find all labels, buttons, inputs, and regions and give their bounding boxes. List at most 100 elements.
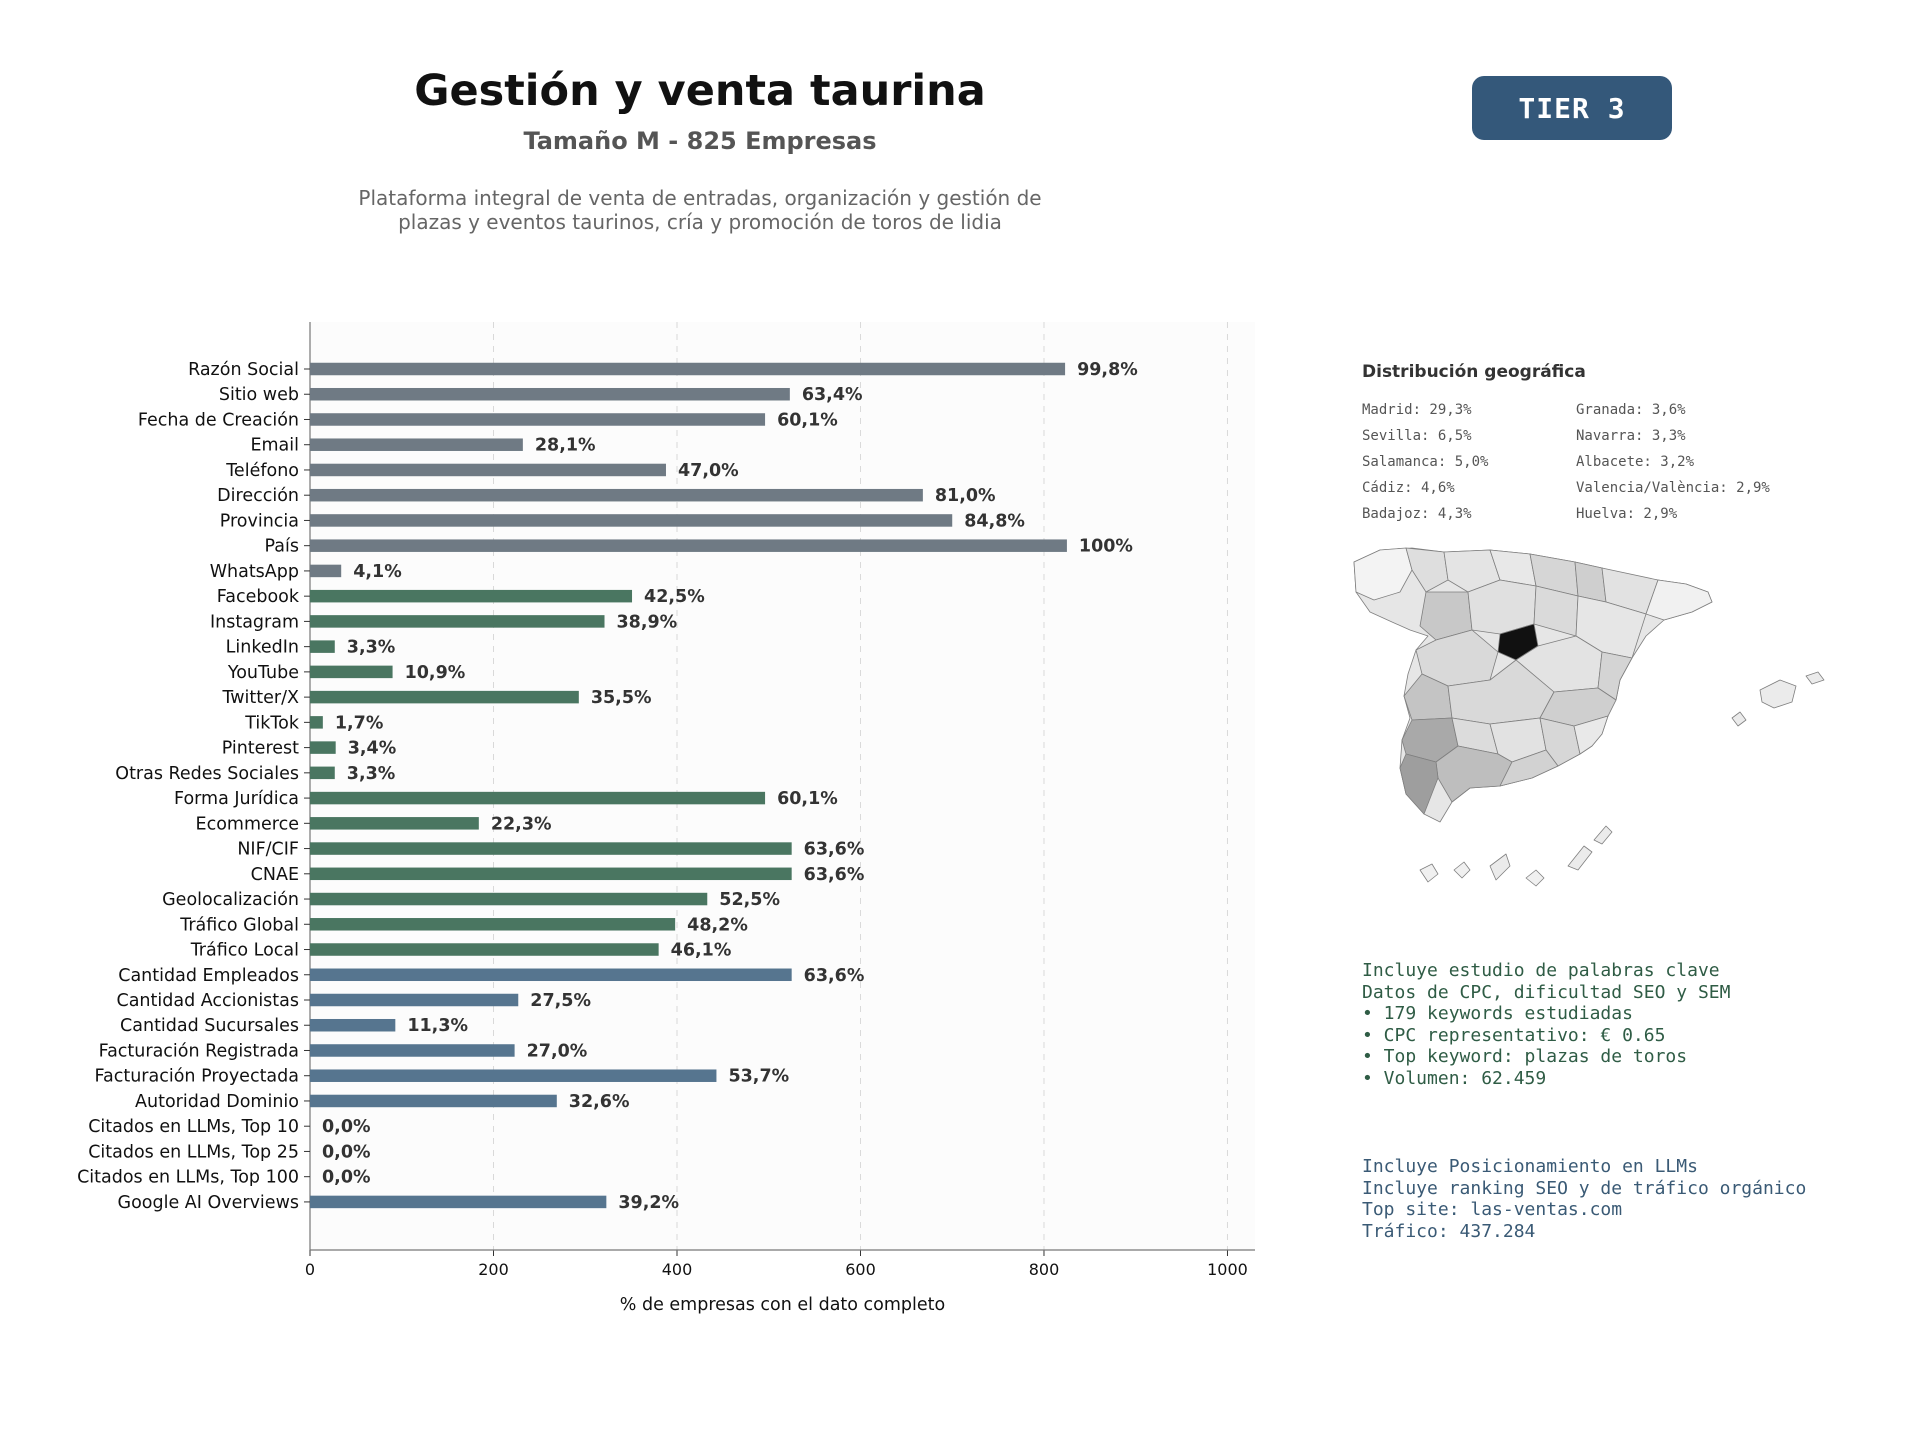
llm-info-line: Top site: las-ventas.com [1362, 1199, 1623, 1220]
category-label: Citados en LLMs, Top 25 [88, 1142, 299, 1162]
bar-value-label: 11,3% [407, 1016, 468, 1036]
bar-value-label: 22,3% [491, 814, 552, 834]
geo-item: Sevilla: 6,5% [1362, 428, 1472, 444]
bar-value-label: 4,1% [353, 562, 402, 582]
bar-value-label: 60,1% [777, 789, 838, 809]
category-label: Facturación Registrada [99, 1041, 299, 1061]
geo-item: Navarra: 3,3% [1576, 428, 1686, 444]
bar-value-label: 3,3% [347, 764, 396, 784]
geo-item: Huelva: 2,9% [1576, 506, 1678, 522]
bar [310, 817, 479, 830]
keywords-info-line: • 179 keywords estudiadas [1362, 1003, 1633, 1024]
category-label: Tráfico Global [179, 915, 299, 935]
bar-value-label: 63,6% [804, 966, 865, 986]
geo-distribution-title: Distribución geográfica [1362, 362, 1586, 382]
bar-value-label: 81,0% [935, 486, 996, 506]
category-label: NIF/CIF [237, 840, 299, 860]
page-description: Plataforma integral de venta de entradas… [300, 186, 1100, 234]
bar [310, 716, 323, 729]
category-label: Razón Social [188, 360, 299, 380]
bar [310, 690, 579, 704]
bar-value-label: 46,1% [671, 941, 732, 961]
category-label: Pinterest [222, 739, 299, 759]
bar-value-label: 1,7% [335, 713, 384, 733]
category-label: Forma Jurídica [174, 789, 299, 809]
bar [310, 413, 766, 426]
bar [310, 539, 1067, 552]
bar [310, 488, 923, 502]
plot-area [310, 322, 1255, 1250]
bar-value-label: 53,7% [728, 1067, 789, 1087]
bar-value-label: 0,0% [322, 1142, 371, 1162]
x-tick-label: 200 [478, 1260, 509, 1279]
bar [310, 362, 1066, 376]
x-axis-label: % de empresas con el dato completo [620, 1295, 945, 1315]
category-label: WhatsApp [210, 562, 299, 582]
bar [310, 1018, 396, 1032]
bar [310, 463, 666, 477]
geo-item: Valencia/València: 2,9% [1576, 480, 1770, 496]
category-label: Cantidad Sucursales [120, 1016, 299, 1036]
geo-item: Granada: 3,6% [1576, 402, 1686, 418]
geo-item: Salamanca: 5,0% [1362, 454, 1489, 470]
category-label: Google AI Overviews [118, 1193, 299, 1213]
description-line: plazas y eventos taurinos, cría y promoc… [398, 210, 1002, 234]
category-label: Geolocalización [162, 890, 299, 910]
bar-value-label: 52,5% [719, 890, 780, 910]
geo-item: Badajoz: 4,3% [1362, 506, 1472, 522]
geo-item: Madrid: 29,3% [1362, 402, 1472, 418]
page-title: Gestión y venta taurina [414, 66, 986, 116]
x-tick-label: 1000 [1207, 1260, 1248, 1279]
x-tick-label: 800 [1029, 1260, 1060, 1279]
llm-info-line: Incluye ranking SEO y de tráfico orgánic… [1362, 1177, 1807, 1199]
completeness-bar-chart: 0 200 400 600 800 1000 Razón Social 99,8% Sitio … [77, 322, 1255, 1315]
x-tick-label: 0 [305, 1260, 315, 1279]
bar-value-label: 3,4% [348, 739, 397, 759]
category-label: Autoridad Dominio [135, 1092, 299, 1112]
bar [310, 867, 792, 881]
category-label: Tráfico Local [190, 941, 299, 961]
tier-badge: TIER 3 [1472, 76, 1672, 140]
bar [310, 943, 659, 956]
keywords-info: Incluye estudio de palabras clave Datos … [1362, 960, 1730, 1089]
bar [310, 665, 393, 679]
bar [310, 993, 519, 1007]
bar-value-label: 100% [1079, 537, 1133, 557]
llm-info-line: Incluye Posicionamiento en LLMs [1362, 1156, 1698, 1177]
category-label: Facebook [217, 587, 300, 607]
bar [310, 741, 336, 754]
page-subtitle: Tamaño M - 825 Empresas [523, 127, 877, 155]
bar-value-label: 47,0% [678, 461, 739, 481]
bar-value-label: 63,6% [804, 865, 865, 885]
keywords-info-line: • Top keyword: plazas de toros [1362, 1046, 1688, 1067]
x-tick-label: 600 [845, 1260, 876, 1279]
bar [310, 968, 792, 982]
bar-value-label: 3,3% [347, 638, 396, 658]
category-label: Dirección [217, 486, 299, 506]
bar [310, 564, 342, 578]
category-label: País [265, 537, 299, 557]
bar-value-label: 27,0% [527, 1041, 588, 1061]
bar [310, 892, 708, 906]
category-label: Email [250, 436, 299, 456]
bar [310, 766, 335, 780]
bar-value-label: 0,0% [322, 1168, 371, 1188]
category-label: Cantidad Accionistas [116, 991, 299, 1011]
bar-value-label: 10,9% [405, 663, 466, 683]
category-label: CNAE [251, 865, 299, 885]
bar [310, 842, 792, 855]
bar [310, 1069, 717, 1082]
category-label: Cantidad Empleados [118, 966, 299, 986]
category-label: Ecommerce [196, 814, 299, 834]
description-line: Plataforma integral de venta de entradas… [358, 186, 1042, 210]
bar-value-label: 0,0% [322, 1117, 371, 1137]
bar-value-label: 60,1% [777, 410, 838, 430]
category-label: Citados en LLMs, Top 10 [88, 1117, 299, 1137]
geo-item: Albacete: 3,2% [1576, 454, 1695, 470]
bar [310, 1044, 515, 1057]
bar [310, 615, 605, 628]
bar-value-label: 32,6% [569, 1092, 630, 1112]
bar-value-label: 99,8% [1077, 360, 1138, 380]
keywords-info-line: • CPC representativo: € 0.65 [1362, 1024, 1666, 1046]
category-label: TikTok [244, 713, 300, 733]
